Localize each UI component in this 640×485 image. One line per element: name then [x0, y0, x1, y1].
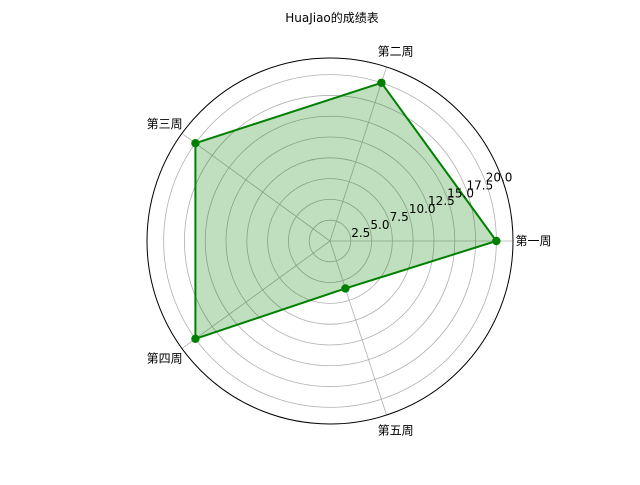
radial-tick-label: 7.5 — [390, 210, 409, 224]
angular-gridline — [181, 133, 331, 242]
category-label: 第一周 — [515, 234, 551, 248]
series-layer — [191, 78, 501, 343]
angular-gridline — [329, 66, 387, 242]
category-label: 第五周 — [378, 424, 414, 438]
radial-tick-label: 12.5 — [428, 194, 455, 208]
data-point — [191, 334, 200, 343]
radial-tick-label: 5.0 — [370, 218, 389, 232]
category-label: 第三周 — [147, 117, 183, 131]
series-fill — [195, 82, 497, 339]
grid-layer — [146, 57, 514, 425]
label-layer: 2.55.07.510.012.515.017.520.0 第一周 第二周第三周第四… — [147, 44, 552, 437]
radial-tick-label: 20.0 — [486, 170, 513, 184]
polar-frame — [146, 57, 514, 425]
data-point — [191, 139, 200, 148]
category-label: 第二周 — [378, 44, 414, 58]
radial-tick-label: 2.5 — [351, 226, 370, 240]
data-point — [492, 236, 501, 246]
angular-gridline — [181, 240, 331, 349]
radial-tick-label: 15.0 — [447, 186, 474, 200]
category-label: 第四周 — [147, 351, 183, 365]
chart-title: HuaJiao的成绩表 — [285, 10, 379, 25]
data-point — [377, 78, 386, 87]
series-line — [194, 81, 498, 340]
data-point — [341, 284, 350, 293]
angular-gridline — [329, 240, 387, 416]
radial-tick-label: 17.5 — [466, 178, 493, 192]
radial-tick-label: 10.0 — [409, 202, 436, 216]
